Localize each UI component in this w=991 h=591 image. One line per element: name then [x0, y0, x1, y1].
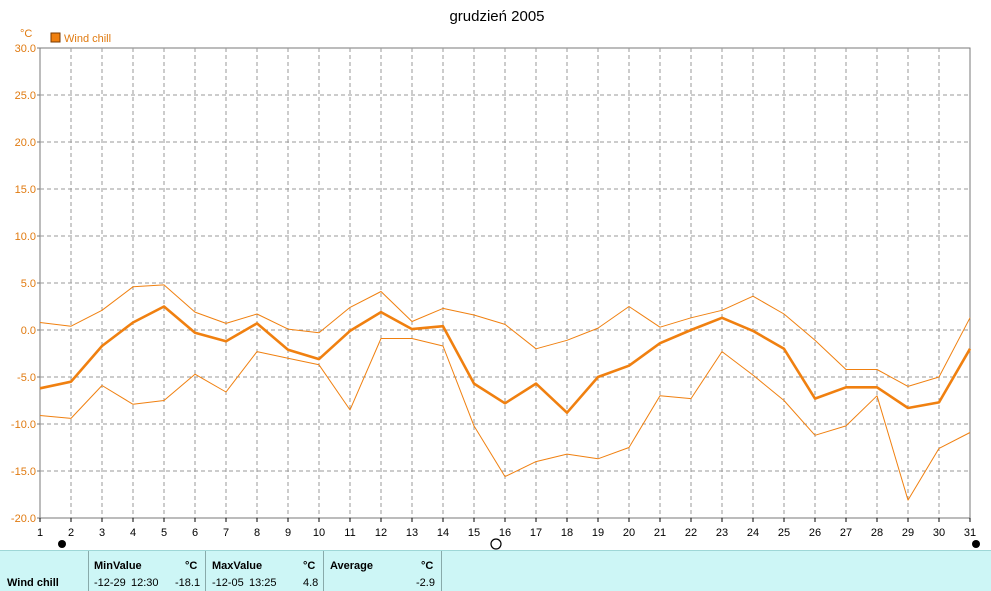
x-tick-label: 2: [68, 527, 74, 539]
x-tick-label: 12: [375, 527, 387, 539]
y-tick-label: 25.0: [15, 90, 36, 102]
y-tick-label: 30.0: [15, 43, 36, 55]
x-tick-label: 26: [809, 527, 821, 539]
x-tick-label: 6: [192, 527, 198, 539]
series-line-average: [39, 305, 972, 415]
x-tick-label: 18: [561, 527, 573, 539]
end-marker: [972, 540, 980, 548]
x-tick-label: 16: [499, 527, 511, 539]
legend: Wind chill: [50, 32, 111, 45]
series-line-min: [39, 338, 971, 501]
x-tick-label: 17: [530, 527, 542, 539]
divider: [88, 551, 89, 591]
series-line-max: [39, 284, 971, 387]
y-tick-label: -15.0: [11, 466, 36, 478]
divider: [323, 551, 324, 591]
x-tick-label: 5: [161, 527, 167, 539]
x-tick-label: 29: [902, 527, 914, 539]
x-tick-label: 19: [592, 527, 604, 539]
y-tick-label: 15.0: [15, 184, 36, 196]
avg-value: -2.9: [416, 577, 435, 589]
start-marker: [58, 540, 66, 548]
x-tick-label: 21: [654, 527, 666, 539]
summary-bar: Wind chill MinValue °C -12-29 12:30 -18.…: [0, 550, 991, 591]
x-tick-label: 4: [130, 527, 136, 539]
min-time: 12:30: [131, 577, 159, 589]
series-layer: [39, 284, 972, 501]
x-tick-label: 11: [344, 527, 355, 539]
legend-label: Wind chill: [64, 33, 111, 45]
x-tick-label: 27: [840, 527, 852, 539]
y-tick-label: -5.0: [17, 372, 36, 384]
min-date: -12-29: [94, 577, 126, 589]
average-cell: Average °C -2.9: [324, 551, 441, 591]
chart-title: grudzień 2005: [449, 8, 544, 25]
y-tick-label: 20.0: [15, 137, 36, 149]
x-tick-label: 8: [254, 527, 260, 539]
x-tick-label: 23: [716, 527, 728, 539]
max-unit: °C: [303, 560, 316, 572]
x-tick-label: 30: [933, 527, 945, 539]
today-marker: [490, 538, 502, 550]
summary-row-label: Wind chill: [7, 577, 59, 589]
x-axis-markers: [58, 538, 980, 550]
x-tick-label: 15: [468, 527, 480, 539]
y-tick-label: -10.0: [11, 419, 36, 431]
max-time: 13:25: [249, 577, 277, 589]
x-tick-label: 20: [623, 527, 635, 539]
x-tick-label: 7: [223, 527, 229, 539]
min-header: MinValue: [94, 560, 142, 572]
chart: grudzień 2005 °C Wind chill 30.025.020.0…: [11, 8, 980, 550]
y-axis: 30.0 25.0 20.0 15.0 10.0 5.0 0.0 -5.0 -10.0 -15.0…: [11, 43, 40, 525]
avg-header: Average: [330, 560, 374, 572]
x-tick-label: 14: [437, 527, 449, 539]
x-tick-label: 24: [747, 527, 759, 539]
x-tick-label: 3: [99, 527, 105, 539]
x-axis: 1 2 3 4 5 6 7 8 9 10 11 12 13 14 15 16 17 18 19 20 21 22 23 24 2…: [37, 518, 976, 539]
x-tick-label: 13: [406, 527, 418, 539]
x-tick-label: 22: [685, 527, 697, 539]
max-value: 4.8: [303, 577, 319, 589]
y-tick-label: -20.0: [11, 513, 36, 525]
x-tick-label: 31: [964, 527, 976, 539]
legend-swatch: [50, 32, 61, 43]
x-tick-label: 28: [871, 527, 883, 539]
max-date: -12-05: [212, 577, 244, 589]
y-tick-label: 10.0: [15, 231, 36, 243]
min-value-cell: MinValue °C -12-29 12:30 -18.1: [89, 551, 205, 591]
y-tick-label: 5.0: [21, 278, 36, 290]
x-tick-label: 9: [285, 527, 291, 539]
avg-unit: °C: [421, 560, 434, 572]
min-unit: °C: [185, 560, 198, 572]
x-tick-label: 25: [778, 527, 790, 539]
max-value-cell: MaxValue °C -12-05 13:25 4.8: [206, 551, 323, 591]
divider: [205, 551, 206, 591]
min-value: -18.1: [175, 577, 201, 589]
divider: [441, 551, 442, 591]
grid: [40, 48, 970, 518]
x-tick-label: 1: [37, 527, 43, 539]
summary-row-label-cell: Wind chill: [0, 551, 88, 591]
x-tick-label: 10: [313, 527, 325, 539]
max-header: MaxValue: [212, 560, 263, 572]
y-unit-label: °C: [20, 28, 32, 40]
y-tick-label: 0.0: [21, 325, 36, 337]
